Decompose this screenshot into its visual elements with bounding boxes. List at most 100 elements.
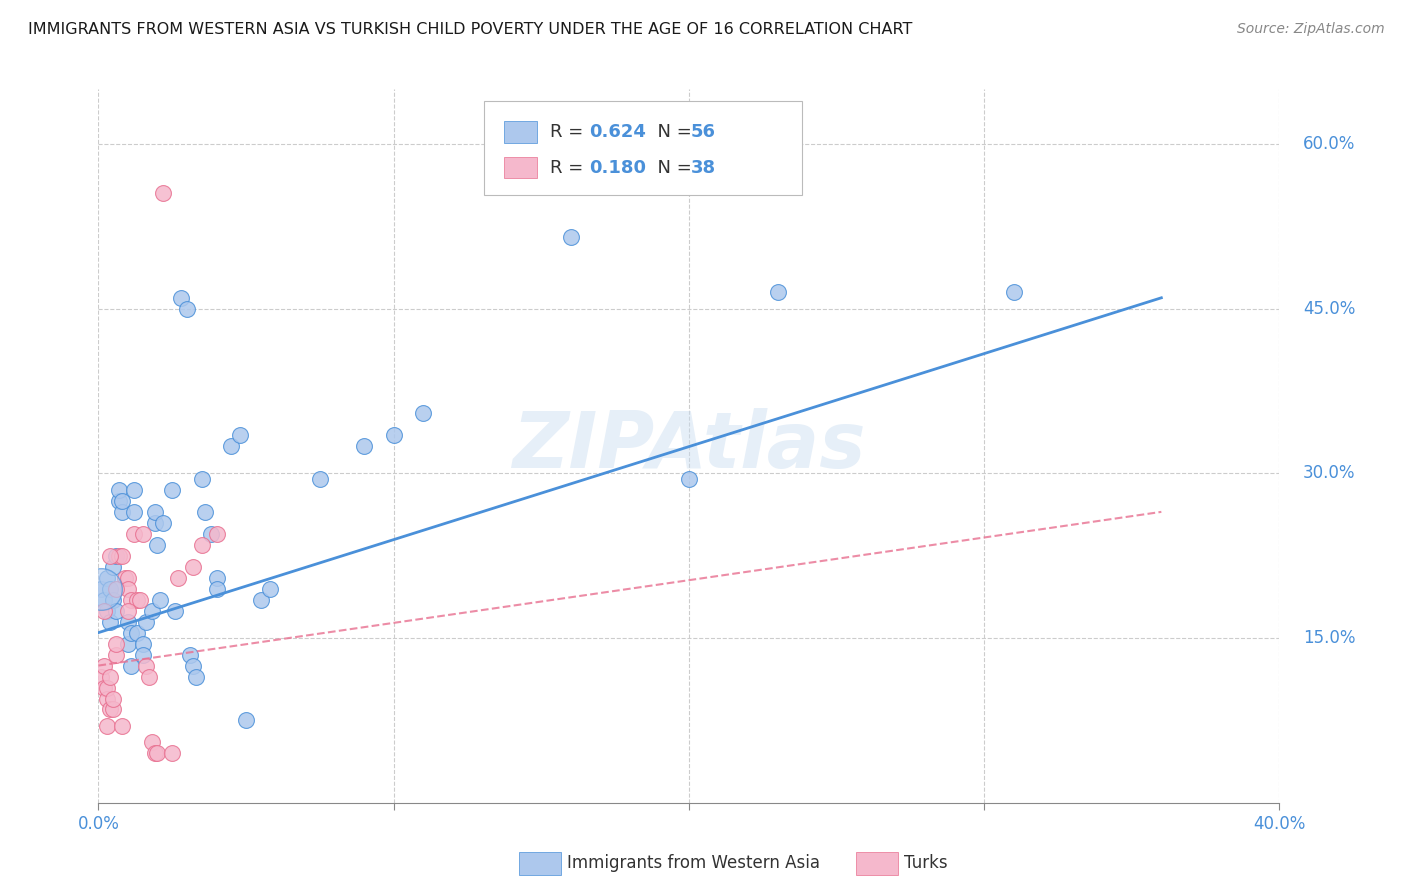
Point — [96, 571, 118, 585]
Point — [200, 526, 222, 541]
Point — [152, 186, 174, 201]
Text: N =: N = — [645, 159, 697, 177]
Text: 38: 38 — [690, 159, 716, 177]
Point — [105, 604, 128, 618]
Point — [162, 747, 183, 761]
Point — [132, 526, 155, 541]
Point — [152, 516, 174, 530]
Point — [128, 592, 150, 607]
Point — [96, 719, 118, 733]
Point — [141, 735, 163, 749]
Point — [111, 505, 134, 519]
Point — [191, 538, 214, 552]
Point — [108, 483, 131, 497]
Point — [117, 637, 139, 651]
Point — [678, 472, 700, 486]
Point — [766, 285, 789, 300]
Point — [93, 658, 115, 673]
Point — [560, 230, 582, 244]
Point — [98, 549, 121, 563]
Point — [90, 669, 112, 683]
Point — [146, 747, 169, 761]
Point — [108, 549, 131, 563]
Point — [181, 559, 204, 574]
Point — [98, 582, 121, 596]
Point — [229, 428, 252, 442]
Point — [184, 669, 207, 683]
Point — [132, 648, 155, 662]
Point — [117, 604, 139, 618]
Point — [90, 582, 112, 596]
Point — [96, 691, 118, 706]
Point — [96, 681, 118, 695]
Point — [103, 702, 125, 716]
Point — [309, 472, 332, 486]
Text: R =: R = — [550, 159, 589, 177]
Point — [1002, 285, 1025, 300]
Point — [194, 505, 217, 519]
Text: R =: R = — [550, 123, 589, 141]
Text: Immigrants from Western Asia: Immigrants from Western Asia — [567, 855, 820, 872]
Point — [111, 494, 134, 508]
Point — [149, 592, 172, 607]
Point — [170, 291, 193, 305]
Point — [105, 582, 128, 596]
Point — [205, 571, 228, 585]
Point — [205, 526, 228, 541]
Point — [167, 571, 190, 585]
Point — [120, 592, 142, 607]
Point — [98, 615, 121, 629]
Point — [235, 714, 257, 728]
Point — [90, 582, 112, 596]
Point — [96, 604, 118, 618]
Text: Turks: Turks — [904, 855, 948, 872]
Point — [122, 483, 145, 497]
Point — [98, 702, 121, 716]
Point — [135, 658, 157, 673]
Point — [382, 428, 405, 442]
Point — [111, 549, 134, 563]
Point — [353, 439, 375, 453]
Point — [111, 719, 134, 733]
Point — [108, 494, 131, 508]
Point — [250, 592, 273, 607]
Point — [125, 592, 148, 607]
Point — [93, 681, 115, 695]
Point — [117, 571, 139, 585]
Text: N =: N = — [645, 123, 697, 141]
Point — [143, 505, 166, 519]
Text: 56: 56 — [690, 123, 716, 141]
Point — [122, 505, 145, 519]
Point — [141, 604, 163, 618]
Point — [122, 526, 145, 541]
Point — [98, 669, 121, 683]
Point — [191, 472, 214, 486]
Point — [162, 483, 183, 497]
Text: 45.0%: 45.0% — [1303, 300, 1355, 318]
Text: 15.0%: 15.0% — [1303, 629, 1355, 647]
Point — [181, 658, 204, 673]
Point — [103, 559, 125, 574]
Point — [143, 747, 166, 761]
Point — [132, 637, 155, 651]
Point — [205, 582, 228, 596]
Point — [219, 439, 242, 453]
Point — [412, 406, 434, 420]
Point — [93, 592, 115, 607]
Point — [105, 549, 128, 563]
Text: 0.624: 0.624 — [589, 123, 647, 141]
Point — [93, 604, 115, 618]
Point — [135, 615, 157, 629]
Point — [117, 615, 139, 629]
Point — [146, 538, 169, 552]
Point — [120, 658, 142, 673]
Text: 30.0%: 30.0% — [1303, 465, 1355, 483]
Point — [259, 582, 281, 596]
Text: 0.180: 0.180 — [589, 159, 647, 177]
Point — [176, 301, 198, 316]
Point — [105, 637, 128, 651]
Text: Source: ZipAtlas.com: Source: ZipAtlas.com — [1237, 22, 1385, 37]
Text: IMMIGRANTS FROM WESTERN ASIA VS TURKISH CHILD POVERTY UNDER THE AGE OF 16 CORREL: IMMIGRANTS FROM WESTERN ASIA VS TURKISH … — [28, 22, 912, 37]
Point — [125, 625, 148, 640]
Point — [114, 571, 136, 585]
